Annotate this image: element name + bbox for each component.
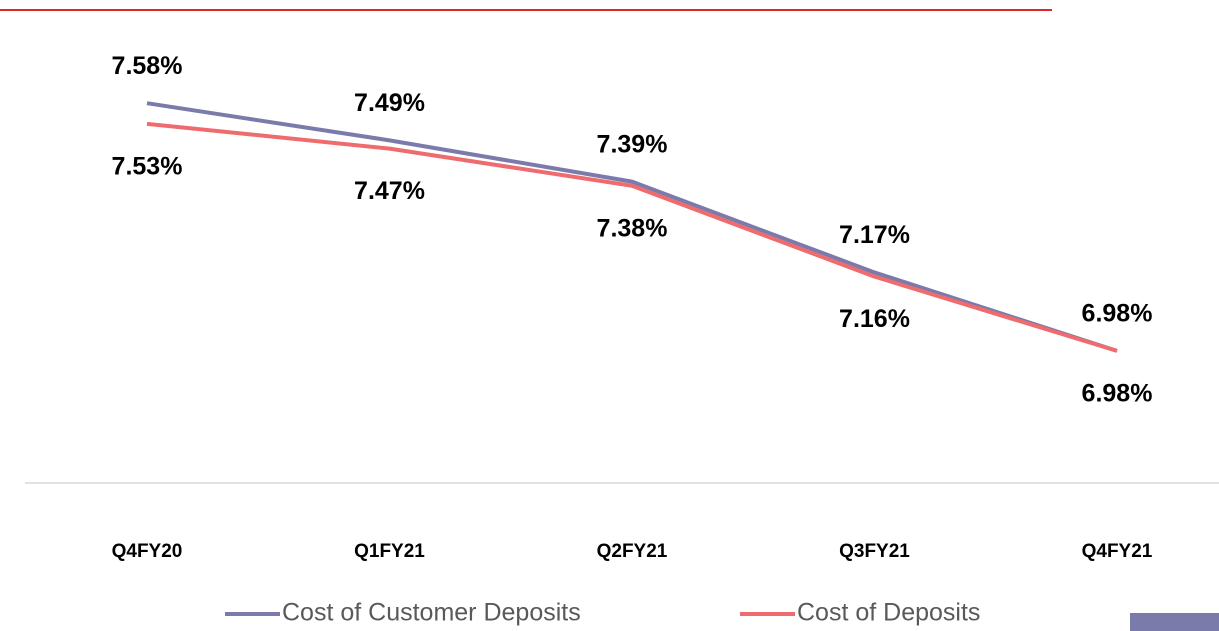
x-tick-label: Q3FY21 — [839, 541, 910, 562]
x-tick-label: Q1FY21 — [354, 541, 425, 562]
data-label: 7.47% — [354, 177, 425, 205]
data-label: 6.98% — [1082, 300, 1153, 328]
corner-block — [1130, 613, 1219, 631]
x-tick-label: Q4FY20 — [112, 541, 183, 562]
legend-label: Cost of Deposits — [797, 599, 980, 627]
data-label: 7.17% — [839, 221, 910, 249]
x-tick-label: Q2FY21 — [597, 541, 668, 562]
data-label: 7.16% — [839, 305, 910, 333]
data-label: 7.38% — [597, 214, 668, 242]
line — [146, 121, 1118, 353]
data-label: 7.53% — [112, 152, 183, 180]
data-label: 6.98% — [1082, 380, 1153, 408]
data-label: 7.39% — [597, 130, 668, 158]
data-label: 7.49% — [354, 89, 425, 117]
x-tick-label: Q4FY21 — [1082, 541, 1153, 562]
data-label: 7.58% — [112, 52, 183, 80]
legend-label: Cost of Customer Deposits — [282, 599, 581, 627]
line — [146, 101, 1118, 353]
